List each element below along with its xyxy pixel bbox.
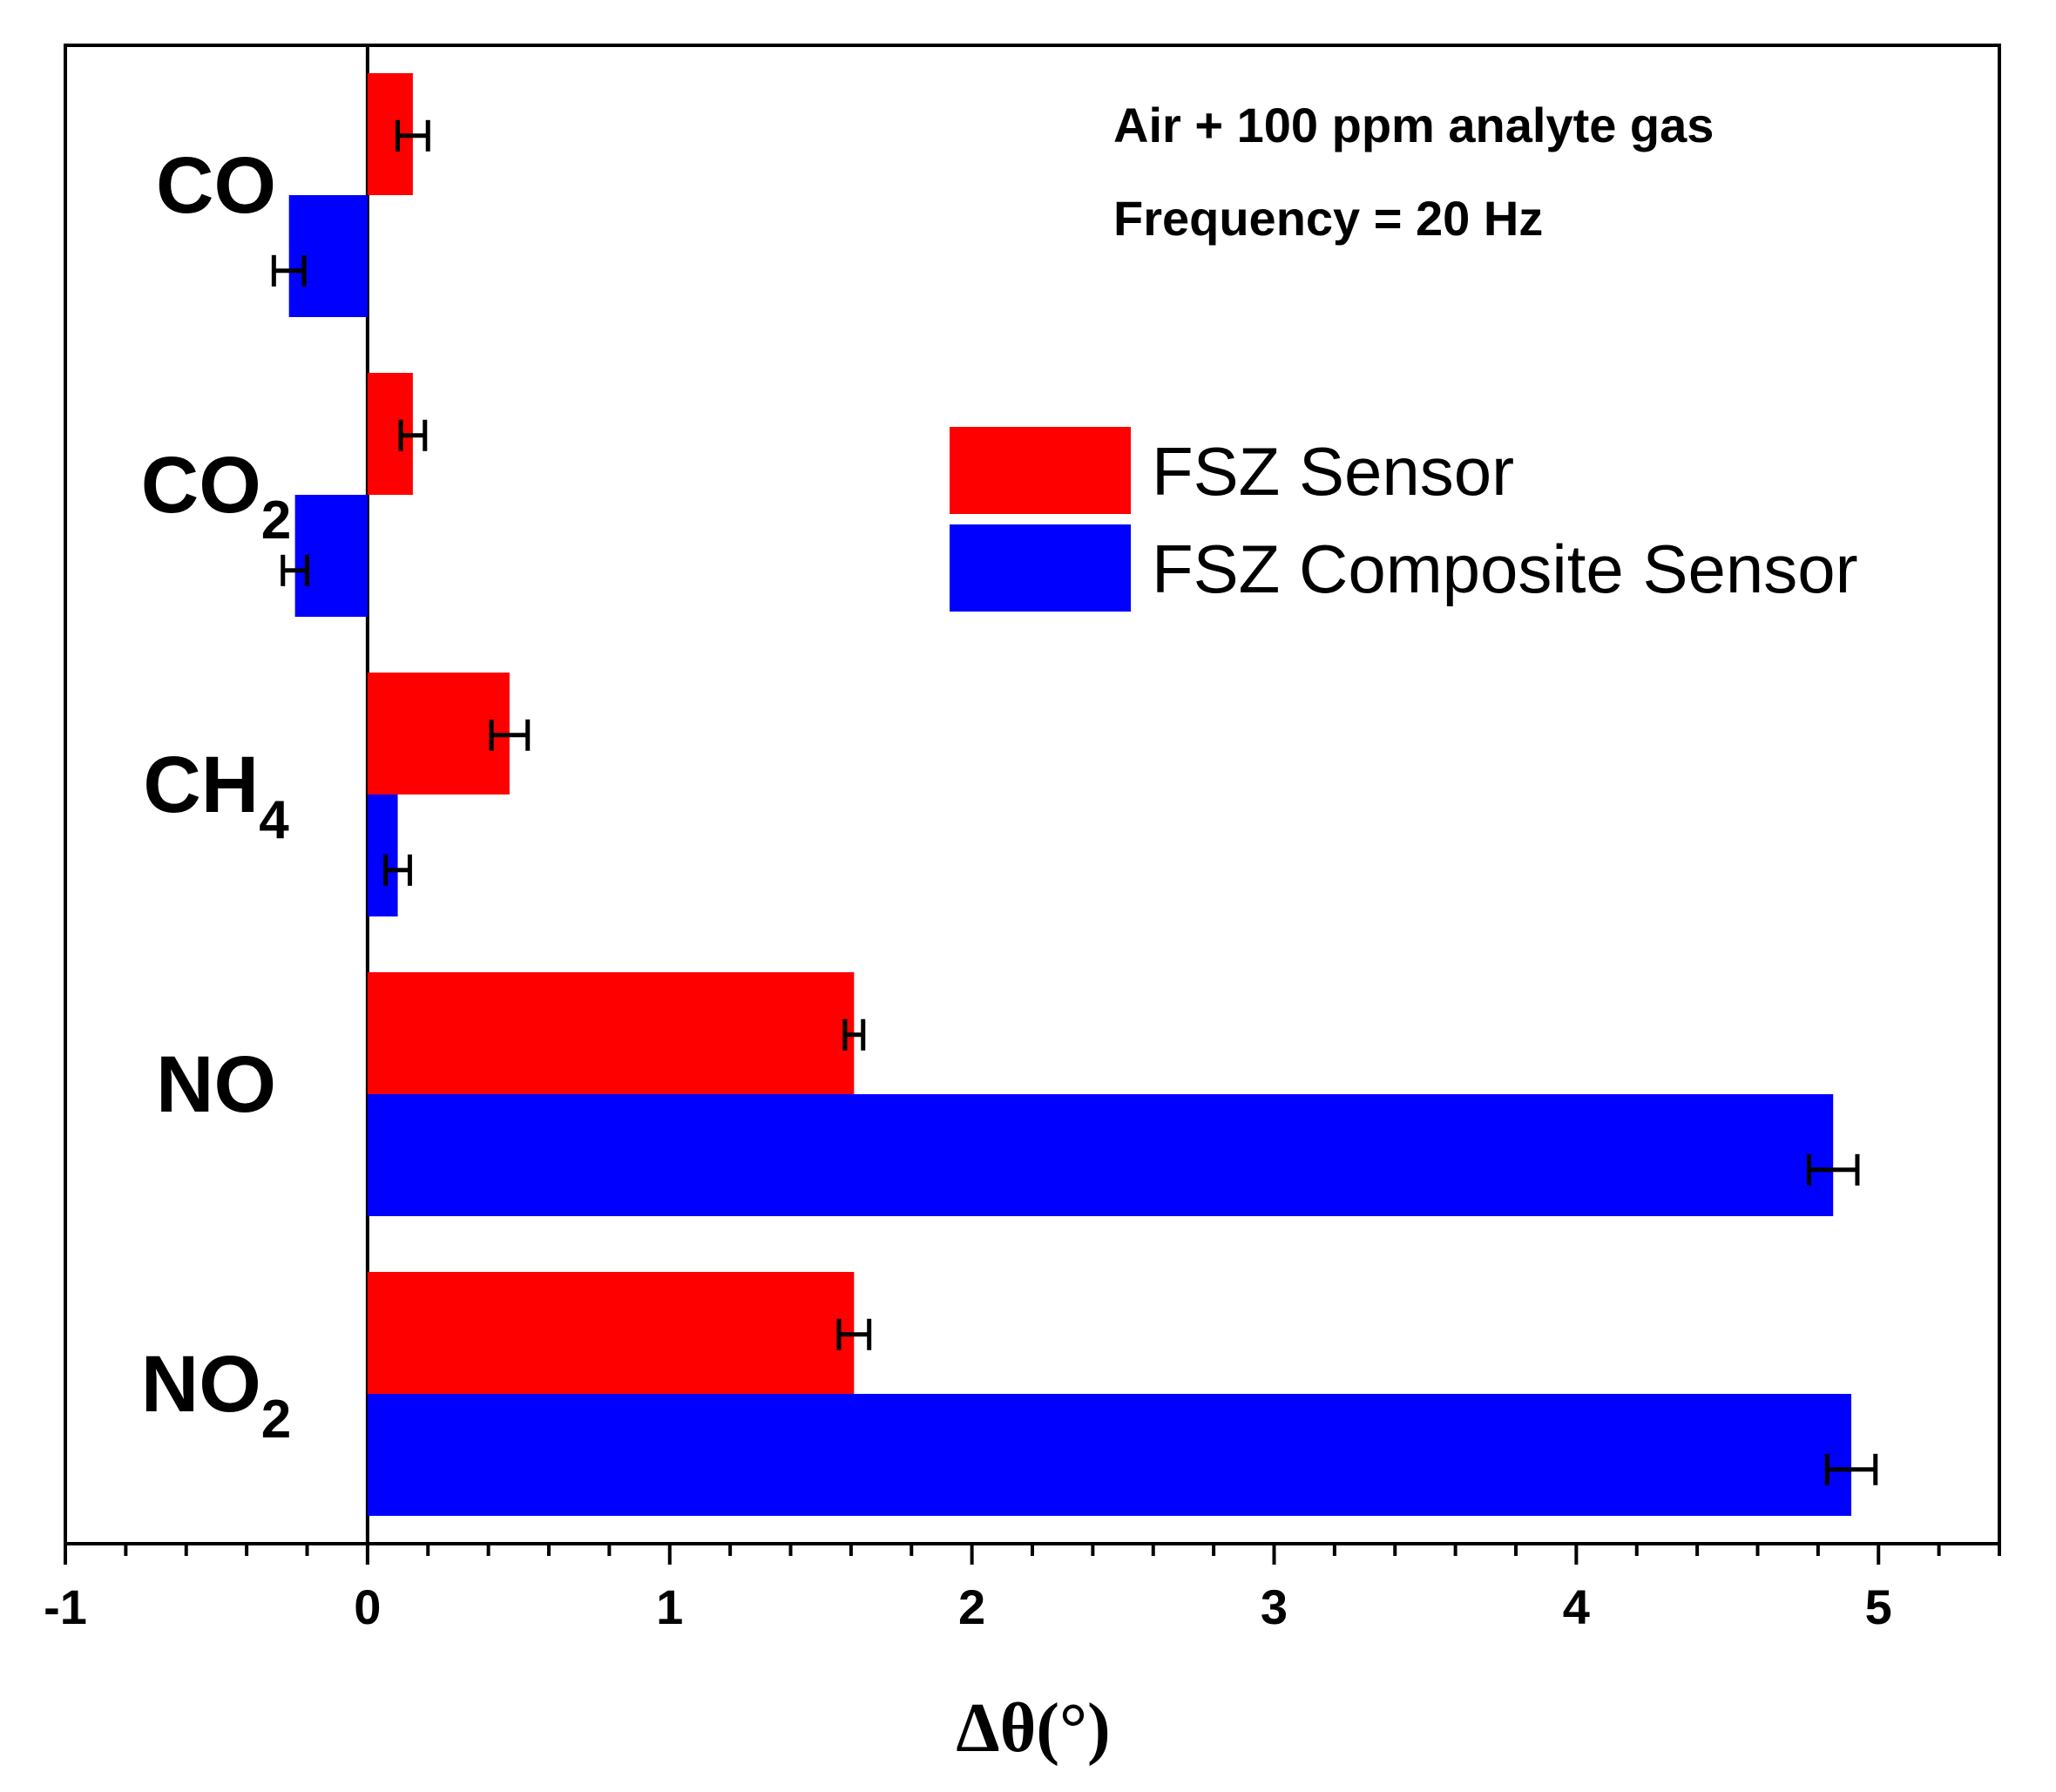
category-label-co: CO	[156, 141, 276, 230]
error-bar-fsz-composite-sensor-co2	[281, 554, 309, 586]
legend-label-fsz-composite-sensor: FSZ Composite Sensor	[1152, 531, 1858, 607]
bar-fsz-sensor-no	[367, 972, 855, 1094]
bars-layer	[271, 73, 1878, 1516]
error-bar-fsz-composite-sensor-no2	[1824, 1453, 1878, 1485]
annotation-line-2: Frequency = 20 Hz	[1113, 191, 1543, 246]
category-labels: CO CO2 CH4 NO NO2	[141, 141, 291, 1450]
error-bar-fsz-composite-sensor-ch4	[383, 854, 412, 886]
error-bar-fsz-sensor-no	[842, 1018, 866, 1051]
x-axis: -1 0 1 2 3 4 5	[44, 1544, 2001, 1634]
bar-fsz-composite-sensor-ch4	[367, 795, 398, 916]
x-tick-label: 1	[656, 1579, 683, 1634]
category-label-no: NO	[156, 1040, 276, 1129]
error-bar-fsz-sensor-no2	[836, 1318, 872, 1350]
x-tick-label: 4	[1563, 1579, 1590, 1634]
x-axis-title: Δθ(°)	[956, 1690, 1110, 1767]
error-bar-fsz-sensor-co2	[398, 419, 428, 451]
legend-swatch-fsz-composite-sensor	[950, 524, 1131, 612]
category-label-ch4: CH4	[143, 740, 289, 850]
bar-fsz-sensor-ch4	[367, 673, 510, 795]
x-tick-label: -1	[44, 1579, 87, 1634]
error-bar-fsz-composite-sensor-co	[271, 254, 307, 287]
category-label-no2: NO2	[141, 1340, 291, 1450]
error-bar-fsz-sensor-ch4	[489, 719, 531, 751]
error-bar-fsz-composite-sensor-no	[1806, 1153, 1860, 1186]
legend-swatch-fsz-sensor	[950, 427, 1131, 514]
category-label-co2: CO2	[141, 441, 291, 551]
x-tick-label: 5	[1865, 1579, 1892, 1634]
x-tick-label: 3	[1261, 1579, 1288, 1634]
legend: FSZ Sensor FSZ Composite Sensor	[950, 427, 1858, 612]
bar-fsz-sensor-no2	[367, 1272, 855, 1394]
bar-fsz-composite-sensor-no	[367, 1094, 1834, 1216]
bar-fsz-composite-sensor-no2	[367, 1394, 1852, 1516]
legend-label-fsz-sensor: FSZ Sensor	[1152, 433, 1514, 510]
bar-fsz-composite-sensor-co	[288, 195, 368, 317]
annotation-line-1: Air + 100 ppm analyte gas	[1113, 98, 1714, 152]
error-bar-fsz-sensor-co	[396, 119, 430, 152]
x-tick-label: 2	[958, 1579, 985, 1634]
x-tick-label: 0	[354, 1579, 381, 1634]
